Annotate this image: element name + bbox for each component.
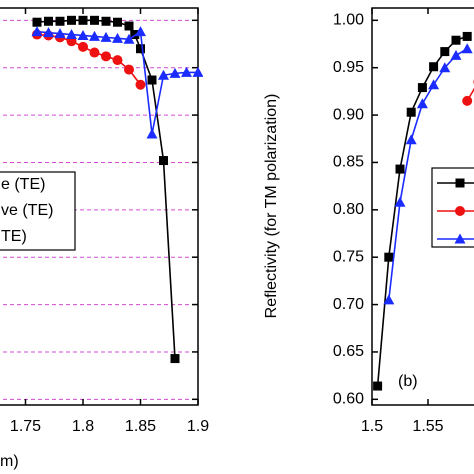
x-tick-label: 1.75 [10,418,41,435]
marker [123,33,135,44]
y-axis-label: Reflectivity (for TM polarization) [263,94,280,319]
marker [462,31,472,41]
marker [181,66,192,77]
marker [67,15,76,25]
marker [101,51,111,62]
marker [124,21,134,31]
legend-box [0,171,76,251]
marker [383,294,395,305]
marker [405,134,417,145]
legend-label: e (TE) [1,176,45,193]
legend-marker [455,178,465,188]
marker [54,28,66,39]
marker [78,41,88,52]
marker [124,64,134,75]
series-line [36,30,198,135]
marker [158,69,169,80]
y-tick-label: 0.60 [333,391,364,408]
marker [112,55,123,66]
marker [55,16,65,26]
y-tick-label: 0.90 [333,106,364,123]
marker [428,79,440,90]
marker [440,47,450,57]
marker [417,83,427,93]
marker [406,107,416,117]
series-line [36,33,142,86]
y-tick-label: 0.95 [333,59,364,76]
y-tick-label: 1.00 [333,12,364,29]
marker [78,15,88,25]
marker [450,49,462,60]
marker [100,31,112,42]
legend-label: ve (TE) [1,202,53,219]
marker [113,17,122,27]
marker [461,43,473,54]
marker [394,196,406,207]
annotation: (b) [398,373,418,390]
marker [451,35,461,45]
x-tick-label: 1.55 [412,418,443,435]
marker [101,16,111,26]
marker [429,62,439,72]
marker [146,128,158,139]
marker [135,26,146,37]
marker [112,32,123,43]
x-tick-label: 1.5 [361,418,383,435]
marker [89,30,100,41]
marker [89,47,100,58]
marker [77,29,89,40]
marker [136,44,145,54]
marker [439,62,451,73]
marker [43,27,54,38]
x-axis-label: m) [0,453,19,470]
marker [147,75,157,85]
marker [192,66,203,77]
x-tick-label: 1.85 [125,418,156,435]
y-tick-label: 0.80 [333,201,364,218]
marker [159,156,168,166]
marker [32,17,42,27]
marker [170,354,180,364]
plot-frame [0,7,199,406]
y-tick-label: 0.85 [333,154,364,171]
marker [44,16,53,26]
marker [169,67,181,78]
y-tick-label: 0.75 [333,248,364,265]
marker [395,164,405,174]
marker [90,15,99,25]
marker [373,381,383,391]
plot-area [373,31,474,391]
legend-label: TE) [1,228,27,245]
legend-box [431,167,474,248]
marker [135,79,146,90]
x-tick-label: 1.8 [72,418,94,435]
y-tick-label: 0.65 [333,343,364,360]
plot-frame [371,7,474,406]
x-tick-label: 1.9 [187,418,209,435]
marker [462,95,473,106]
marker [416,98,428,109]
y-tick-label: 0.70 [333,296,364,313]
plot-area [31,15,203,364]
marker [66,29,77,40]
marker [31,26,43,37]
legend-marker [454,233,466,244]
marker [384,252,394,262]
legend-marker [455,206,465,216]
